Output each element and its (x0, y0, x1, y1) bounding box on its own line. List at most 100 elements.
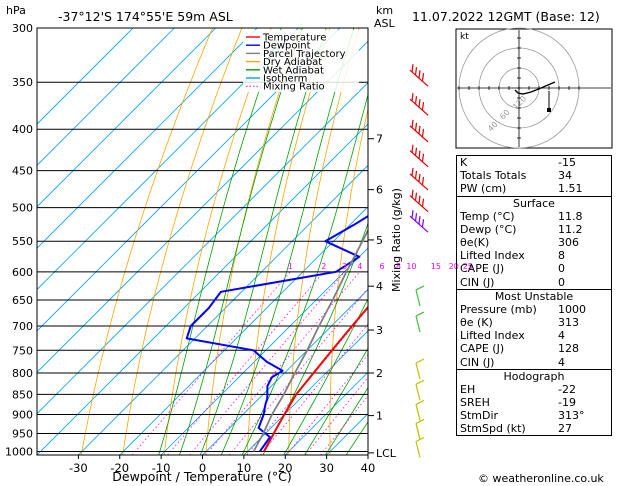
indices-top-block: K -15 Totals Totals 34 PW (cm) 1.51 (456, 155, 612, 196)
wind-barb-feather (421, 153, 425, 162)
hodograph-indices-block: Hodograph EH -22 SREH -19 StmDir 313° StmSpd (… (456, 368, 612, 437)
wind-barb (415, 436, 425, 458)
mixing-ratio-label: 8 (396, 262, 401, 271)
wind-barb-feather (411, 167, 414, 176)
height-tick-labels: 7 6 5 4 3 2 1 LCL (368, 133, 397, 460)
series-parcel-trajectory (252, 228, 368, 452)
index-label: CAPE (J) (460, 262, 505, 276)
pressure-tick-label: 750 (12, 344, 33, 357)
index-label: CAPE (J) (460, 342, 505, 356)
wind-barb-feather (414, 192, 418, 201)
mixing-ratio-label: 4 (357, 262, 362, 271)
wind-barb-feather (415, 418, 425, 424)
location-title: -37°12'S 174°55'E 59m ASL (58, 9, 233, 24)
index-row: K -15 (457, 156, 611, 169)
hodograph-kt-label: kt (460, 32, 469, 42)
index-value: 0 (558, 275, 565, 289)
wet-adiabat-line (200, 28, 327, 455)
temperature-tick-label: -10 (152, 461, 171, 475)
index-row: Totals Totals 34 (457, 169, 611, 182)
wind-barb-feather (411, 144, 414, 153)
temperature-tick-label: -30 (69, 461, 88, 475)
wind-barb (409, 119, 429, 143)
surface-block: Surface Temp (°C) 11.8 Dewp (°C) 11.2 θe(K) 3… (456, 195, 612, 289)
wet-adiabat-line (179, 28, 303, 455)
index-row: Lifted Index 8 (457, 249, 611, 262)
wet-adiabat-line (325, 386, 368, 455)
index-value: 1.51 (558, 182, 583, 196)
isotherm-line (243, 330, 368, 455)
index-value: 34 (558, 169, 572, 183)
index-label: StmDir (460, 409, 499, 423)
wind-barb (415, 358, 425, 380)
wind-barb-feather (414, 147, 418, 156)
temperature-tick-label: 30 (319, 461, 334, 475)
copyright: © weatheronline.co.uk (478, 472, 604, 485)
index-label: CIN (J) (460, 355, 495, 369)
index-value: -15 (558, 156, 576, 170)
index-value: 1000 (558, 302, 586, 316)
mixing-ratio-line (167, 271, 325, 455)
wind-barb-feather (415, 399, 425, 405)
wind-barb-feather (414, 122, 418, 131)
index-label: Pressure (mb) (460, 302, 537, 316)
wind-barb-feather (418, 216, 421, 225)
height-tick-label: LCL (376, 447, 397, 460)
index-label: Dewp (°C) (460, 222, 517, 236)
wind-barb-staff (415, 441, 421, 458)
wind-barb-feather (418, 195, 421, 204)
wet-adiabat-line (241, 93, 368, 455)
wind-barb (415, 379, 425, 401)
isotherm-line (202, 288, 368, 455)
temperature-tick-label: 0 (199, 461, 206, 475)
index-label: θe (K) (460, 315, 493, 329)
mixing-ratio-label: 15 (431, 262, 441, 271)
index-value: -22 (558, 382, 576, 396)
height-tick-label: 1 (376, 410, 383, 423)
index-label: K (460, 156, 468, 170)
pressure-tick-label: 600 (12, 266, 33, 279)
wind-barb (409, 210, 429, 233)
legend-label: Wet Adiabat (263, 65, 324, 76)
mixing-ratio-line (305, 376, 368, 455)
dry-adiabat-line (205, 28, 301, 455)
index-row: CAPE (J) 0 (457, 262, 611, 275)
wind-barbs (409, 64, 429, 458)
storm-motion-point (547, 108, 551, 112)
wind-barb-feather (421, 102, 425, 111)
mixing-ratio-label: 25 (463, 262, 473, 271)
wind-barb (409, 93, 429, 116)
index-label: θe(K) (460, 236, 490, 250)
wind-barb-feather (414, 170, 418, 179)
dry-adiabat-line (288, 28, 360, 455)
wind-barb-feather (411, 64, 414, 73)
legend-label: Dry Adiabat (263, 57, 322, 68)
datetime-title: 11.07.2022 12GMT (Base: 12) (412, 9, 600, 24)
legend-label: Isotherm (263, 74, 307, 85)
temperature-tick-label: 20 (278, 461, 293, 475)
mixing-ratio-label: 10 (406, 262, 416, 271)
wind-barb-feather (411, 189, 414, 198)
wind-barb (409, 64, 429, 87)
profile-series (185, 214, 368, 453)
pressure-tick-labels: 300 350 400 450 500 550 600 650 700 750 800 850 900 9… (5, 22, 33, 458)
wet-adiabat-line (158, 28, 282, 455)
height-tick-label: 5 (376, 234, 383, 247)
dry-adiabat-line (80, 28, 213, 455)
indices-panel: K -15 Totals Totals 34 PW (cm) 1.51 Surface T… (456, 155, 612, 437)
wind-barb-feather (415, 358, 425, 364)
mixing-ratio-line (205, 271, 361, 455)
dry-adiabat-line (246, 28, 331, 455)
isotherm-line (37, 28, 134, 125)
wind-barb-staff (415, 423, 421, 440)
wind-barb-feather (411, 93, 414, 102)
pressure-tick-label: 400 (12, 123, 33, 136)
height-tick-label: 3 (376, 324, 383, 337)
index-row: CIN (J) 4 (457, 355, 611, 369)
wind-barb-feather (414, 213, 418, 222)
temperature-tick-label: -20 (110, 461, 129, 475)
wind-barb-feather (411, 210, 414, 219)
wind-barb-feather (418, 125, 421, 134)
index-value: 0 (558, 262, 565, 276)
